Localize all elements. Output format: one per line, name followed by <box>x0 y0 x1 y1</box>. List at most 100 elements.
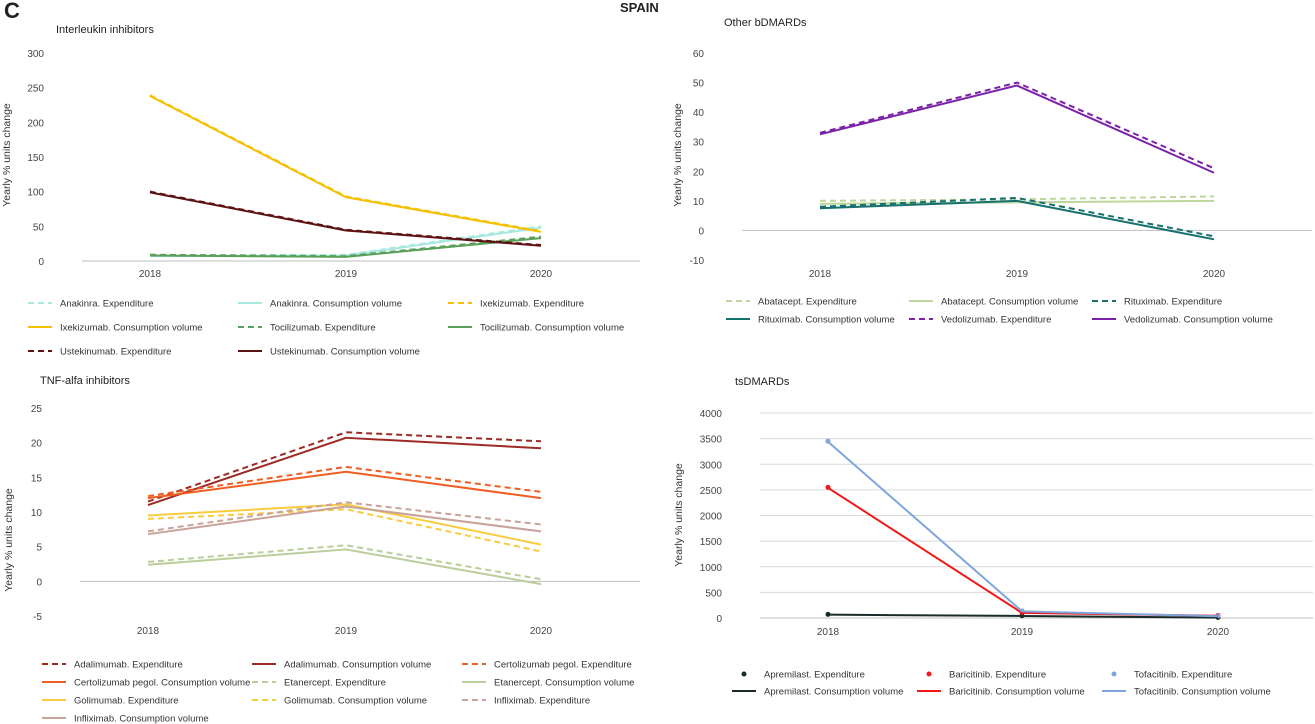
y-tick-label: -5 <box>33 612 42 623</box>
legend-label: Tocilizumab. Expenditure <box>270 323 376 334</box>
legend-label: Adalimumab. Expenditure <box>74 660 183 671</box>
y-tick-label: 0 <box>38 257 44 268</box>
series-line-abatacept-expenditure <box>819 195 1215 202</box>
legend-label: Tofacitinib. Expenditure <box>1134 670 1232 681</box>
chart-title: Other bDMARDs <box>724 17 807 29</box>
series-line-tofacitinib-consumption-volume <box>827 440 1219 618</box>
y-tick-label: 0 <box>716 614 722 625</box>
x-tick-label: 2020 <box>530 269 553 280</box>
y-tick-label: 40 <box>693 108 705 119</box>
y-tick-label: 250 <box>27 84 44 95</box>
legend-label: Baricitinib. Consumption volume <box>949 687 1085 698</box>
legend-label: Infliximab. Expenditure <box>494 696 590 707</box>
chart-other-bdmards: Other bDMARDs Yearly % units change -10 0 10… <box>672 17 1312 326</box>
legend-marker-tofacitinib-expenditure <box>1111 671 1117 677</box>
series-line-vedolizumab-consumption-volume <box>819 84 1215 174</box>
x-tick-label: 2018 <box>817 627 840 638</box>
series-line-ixekizumab-consumption-volume <box>149 95 542 233</box>
y-axis-label: Yearly % units change <box>1 103 13 207</box>
series-line-etanercept-expenditure <box>147 544 542 581</box>
x-tick-label: 2018 <box>809 269 832 280</box>
y-tick-label: 3000 <box>700 460 723 471</box>
legend-label: Apremilast. Expenditure <box>764 670 865 681</box>
legend-label: Abatacept. Expenditure <box>758 297 857 308</box>
legend-label: Rituximab. Expenditure <box>1124 297 1222 308</box>
y-tick-label: 300 <box>27 49 44 60</box>
chart-title: tsDMARDs <box>735 376 790 388</box>
legend-label: Ustekinumab. Consumption volume <box>270 347 420 358</box>
series-line-rituximab-consumption-volume <box>819 199 1215 241</box>
chart-tsdmards: tsDMARDs Yearly % units change 0 500 1000 150… <box>673 376 1313 698</box>
legend-label: Tofacitinib. Consumption volume <box>1134 687 1271 698</box>
series-line-infliximab-expenditure <box>147 501 542 533</box>
legend-label: Ixekizumab. Expenditure <box>480 299 584 310</box>
y-axis-label: Yearly % units change <box>673 463 685 567</box>
series-line-vedolizumab-expenditure <box>819 81 1215 170</box>
legend-label: Certolizumab pegol. Consumption volume <box>74 678 250 689</box>
chart-title: Interleukin inhibitors <box>56 24 154 36</box>
y-tick-label: 100 <box>27 188 44 199</box>
legend-label: Vedolizumab. Consumption volume <box>1124 315 1273 326</box>
legend-label: Vedolizumab. Expenditure <box>941 315 1051 326</box>
figure-country-title: SPAIN <box>620 0 659 15</box>
legend-marker-apremilast-expenditure <box>741 671 747 677</box>
legend-label: Anakinra. Consumption volume <box>270 299 402 310</box>
legend-label: Etanercept. Consumption volume <box>494 678 634 689</box>
y-tick-label: 0 <box>698 226 704 237</box>
x-tick-label: 2019 <box>1011 627 1034 638</box>
y-tick-label: 0 <box>36 577 42 588</box>
series-line-adalimumab-consumption-volume <box>147 436 542 507</box>
y-tick-label: 50 <box>693 79 705 90</box>
chart-title: TNF-alfa inhibitors <box>40 375 130 387</box>
x-tick-label: 2020 <box>530 626 553 637</box>
series-line-tocilizumab-expenditure <box>149 235 542 258</box>
y-axis-label: Yearly % units change <box>3 488 15 592</box>
y-tick-label: 500 <box>705 588 722 599</box>
x-tick-label: 2020 <box>1203 269 1226 280</box>
figure-letter: C <box>4 0 20 23</box>
y-axis-label: Yearly % units change <box>672 103 684 207</box>
legend-label: Adalimumab. Consumption volume <box>284 660 431 671</box>
series-line-ustekinumab-consumption-volume <box>149 191 542 247</box>
series-line-apremilast-consumption-volume <box>827 613 1219 619</box>
y-tick-label: 20 <box>693 167 705 178</box>
y-tick-label: 25 <box>31 404 43 415</box>
y-tick-label: 4000 <box>700 409 723 420</box>
chart-interleukin: Interleukin inhibitors Yearly % units cha… <box>1 24 640 358</box>
x-tick-label: 2019 <box>335 626 358 637</box>
y-tick-label: 2000 <box>700 512 723 523</box>
y-tick-label: 15 <box>31 473 43 484</box>
legend-label: Golimumab. Consumption volume <box>284 696 427 707</box>
y-tick-label: 50 <box>33 222 45 233</box>
x-tick-label: 2020 <box>1207 627 1230 638</box>
series-line-infliximab-consumption-volume <box>147 505 542 536</box>
y-tick-label: 10 <box>693 197 705 208</box>
legend-label: Abatacept. Consumption volume <box>941 297 1078 308</box>
legend-label: Certolizumab pegol. Expenditure <box>494 660 632 671</box>
x-tick-label: 2018 <box>139 269 162 280</box>
y-tick-label: 150 <box>27 153 44 164</box>
legend-label: Apremilast. Consumption volume <box>764 687 903 698</box>
legend-label: Anakinra. Expenditure <box>60 299 153 310</box>
series-line-baricitinib-consumption-volume <box>827 486 1219 617</box>
y-tick-label: 10 <box>31 508 43 519</box>
legend-label: Etanercept. Expenditure <box>284 678 386 689</box>
x-tick-label: 2018 <box>137 626 160 637</box>
legend-label: Ustekinumab. Expenditure <box>60 347 171 358</box>
series-line-rituximab-expenditure <box>819 196 1215 238</box>
y-tick-label: 20 <box>31 439 43 450</box>
series-line-golimumab-consumption-volume <box>147 508 542 553</box>
y-tick-label: -10 <box>690 256 705 267</box>
legend-label: Ixekizumab. Consumption volume <box>60 323 203 334</box>
series-line-etanercept-consumption-volume <box>147 548 542 586</box>
y-tick-label: 5 <box>36 543 42 554</box>
legend-label: Rituximab. Consumption volume <box>758 315 895 326</box>
y-tick-label: 60 <box>693 49 705 60</box>
legend-label: Infliximab. Consumption volume <box>74 714 209 724</box>
y-tick-label: 3500 <box>700 435 723 446</box>
series-line-golimumab-expenditure <box>147 503 542 546</box>
legend-marker-baricitinib-expenditure <box>926 671 932 677</box>
y-tick-label: 200 <box>27 118 44 129</box>
y-tick-label: 1500 <box>700 537 723 548</box>
